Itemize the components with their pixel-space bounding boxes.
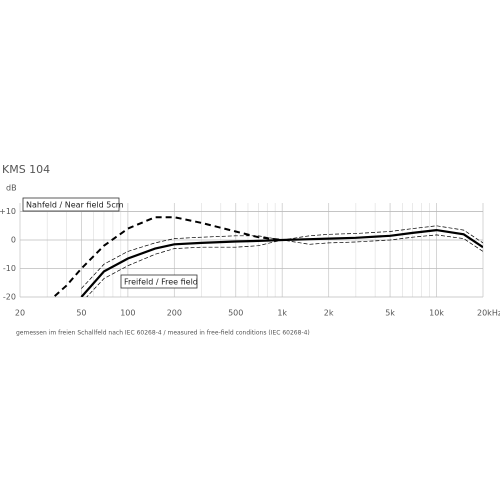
y-tick-label: 0 xyxy=(11,236,16,245)
x-tick-label: 500 xyxy=(228,309,243,318)
x-tick-label: 1k xyxy=(277,309,287,318)
x-tick-label: 10k xyxy=(429,309,444,318)
x-tick-label: 20kHz xyxy=(477,309,500,318)
annotation: Freifeld / Free field xyxy=(124,278,198,287)
x-tick-label: 20 xyxy=(15,309,25,318)
y-tick-label: -20 xyxy=(3,293,16,302)
x-tick-label: 200 xyxy=(167,309,182,318)
x-tick-label: 5k xyxy=(385,309,395,318)
chart-title: KMS 104 xyxy=(2,163,50,176)
footnote: gemessen im freien Schallfeld nach IEC 6… xyxy=(16,330,310,337)
y-tick-label: +10 xyxy=(0,207,16,216)
annotation-box xyxy=(120,274,198,289)
series-line xyxy=(52,216,283,297)
annotation: Nahfeld / Near field 5cm xyxy=(26,201,124,210)
y-tick-label: -10 xyxy=(3,264,16,273)
series-line xyxy=(86,234,483,297)
x-tick-label: 50 xyxy=(76,309,86,318)
annotation-box xyxy=(22,197,120,212)
x-tick-label: 100 xyxy=(120,309,135,318)
x-tick-label: 2k xyxy=(324,309,334,318)
plot-lines xyxy=(52,216,483,297)
y-axis-label: dB xyxy=(6,184,17,193)
